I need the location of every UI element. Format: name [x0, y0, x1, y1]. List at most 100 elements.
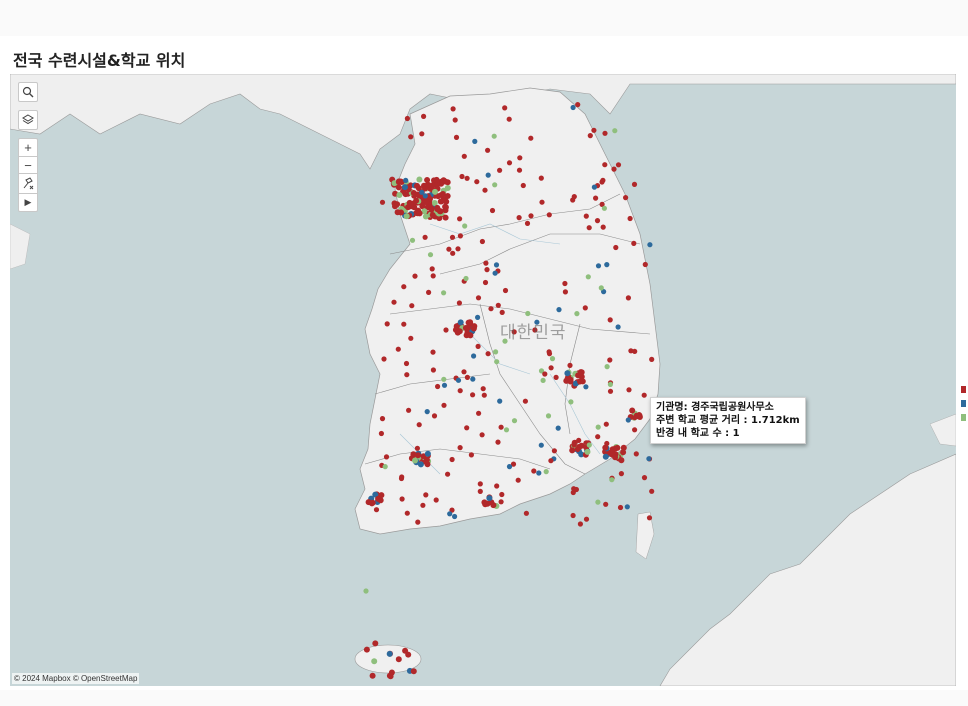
facility-dot[interactable]	[463, 275, 469, 282]
facility-dot[interactable]	[601, 205, 608, 211]
facility-dot[interactable]	[429, 266, 435, 272]
facility-dot[interactable]	[417, 461, 424, 468]
facility-dot[interactable]	[483, 260, 489, 266]
facility-dot[interactable]	[528, 135, 534, 141]
facility-dot[interactable]	[423, 492, 429, 498]
facility-dot[interactable]	[412, 273, 418, 279]
facility-dot[interactable]	[416, 176, 423, 183]
facility-dot[interactable]	[421, 113, 427, 119]
facility-dot[interactable]	[441, 376, 447, 382]
facility-dot[interactable]	[421, 182, 427, 189]
facility-dot[interactable]	[452, 117, 458, 123]
facility-dot[interactable]	[607, 357, 613, 363]
facility-dot[interactable]	[424, 177, 431, 183]
facility-dot[interactable]	[416, 422, 422, 428]
facility-dot[interactable]	[539, 199, 545, 205]
pin-clear-button[interactable]	[18, 174, 38, 194]
facility-dot[interactable]	[555, 425, 561, 431]
facility-dot[interactable]	[506, 116, 512, 122]
facility-dot[interactable]	[441, 382, 448, 388]
facility-dot[interactable]	[620, 449, 627, 456]
facility-dot[interactable]	[464, 175, 470, 181]
facility-dot[interactable]	[424, 409, 430, 415]
facility-dot[interactable]	[495, 302, 501, 308]
facility-dot[interactable]	[442, 204, 449, 211]
facility-dot[interactable]	[428, 206, 435, 213]
facility-dot[interactable]	[379, 199, 386, 205]
facility-dot[interactable]	[433, 176, 440, 183]
zoom-out-button[interactable]: −	[18, 156, 38, 174]
facility-dot[interactable]	[415, 519, 421, 525]
facility-dot[interactable]	[419, 189, 425, 195]
facility-dot[interactable]	[480, 386, 486, 392]
facility-dot[interactable]	[506, 160, 513, 166]
facility-dot[interactable]	[574, 446, 581, 452]
facility-dot[interactable]	[612, 128, 618, 134]
facility-dot[interactable]	[457, 216, 463, 222]
facility-dot[interactable]	[631, 240, 637, 246]
facility-dot[interactable]	[481, 392, 487, 398]
facility-dot[interactable]	[618, 471, 625, 477]
facility-dot[interactable]	[493, 349, 499, 355]
facility-dot[interactable]	[442, 178, 449, 185]
zoom-in-button[interactable]: +	[18, 138, 38, 156]
facility-dot[interactable]	[408, 335, 414, 341]
facility-dot[interactable]	[538, 175, 544, 181]
facility-dot[interactable]	[546, 349, 552, 355]
facility-dot[interactable]	[498, 424, 504, 430]
facility-dot[interactable]	[540, 377, 546, 383]
facility-dot[interactable]	[502, 287, 509, 294]
facility-dot[interactable]	[424, 450, 431, 457]
facility-dot[interactable]	[410, 190, 417, 196]
facility-dot[interactable]	[415, 185, 422, 192]
facility-dot[interactable]	[455, 246, 461, 252]
facility-dot[interactable]	[618, 457, 625, 464]
facility-dot[interactable]	[395, 184, 402, 191]
facility-dot[interactable]	[625, 417, 631, 423]
facility-dot[interactable]	[538, 368, 545, 374]
facility-dot[interactable]	[542, 371, 548, 377]
facility-dot[interactable]	[401, 321, 407, 327]
facility-dot[interactable]	[403, 213, 410, 220]
facility-dot[interactable]	[511, 329, 517, 335]
facility-dot[interactable]	[379, 416, 386, 422]
facility-dot[interactable]	[549, 356, 556, 362]
facility-dot[interactable]	[375, 495, 382, 502]
facility-dot[interactable]	[479, 432, 485, 438]
facility-dot[interactable]	[516, 167, 523, 173]
facility-dot[interactable]	[384, 321, 390, 327]
facility-dot[interactable]	[415, 452, 421, 459]
facility-dot[interactable]	[649, 488, 655, 494]
facility-dot[interactable]	[520, 182, 526, 189]
facility-dot[interactable]	[413, 197, 420, 204]
facility-dot[interactable]	[485, 351, 491, 357]
facility-dot[interactable]	[391, 299, 397, 305]
facility-dot[interactable]	[452, 513, 458, 520]
facility-dot[interactable]	[457, 233, 463, 239]
facility-dot[interactable]	[412, 457, 418, 464]
facility-dot[interactable]	[383, 454, 390, 460]
facility-dot[interactable]	[450, 106, 456, 112]
facility-dot[interactable]	[372, 491, 379, 498]
facility-dot[interactable]	[604, 262, 610, 268]
facility-dot[interactable]	[599, 179, 605, 185]
facility-dot[interactable]	[502, 338, 508, 344]
facility-dot[interactable]	[456, 300, 462, 306]
facility-dot[interactable]	[523, 510, 530, 516]
facility-dot[interactable]	[545, 413, 552, 419]
facility-dot[interactable]	[468, 452, 474, 458]
facility-dot[interactable]	[626, 387, 632, 393]
facility-dot[interactable]	[402, 647, 409, 654]
facility-dot[interactable]	[573, 486, 580, 493]
facility-dot[interactable]	[641, 475, 648, 481]
facility-dot[interactable]	[607, 388, 614, 394]
facility-dot[interactable]	[625, 295, 632, 301]
facility-dot[interactable]	[373, 507, 380, 513]
facility-dot[interactable]	[576, 437, 582, 443]
facility-dot[interactable]	[591, 127, 597, 133]
facility-dot[interactable]	[647, 242, 653, 248]
facility-dot[interactable]	[410, 451, 417, 458]
map-attribution[interactable]: © 2024 Mapbox © OpenStreetMap	[12, 673, 140, 684]
facility-dot[interactable]	[528, 213, 534, 219]
facility-dot[interactable]	[546, 212, 552, 218]
